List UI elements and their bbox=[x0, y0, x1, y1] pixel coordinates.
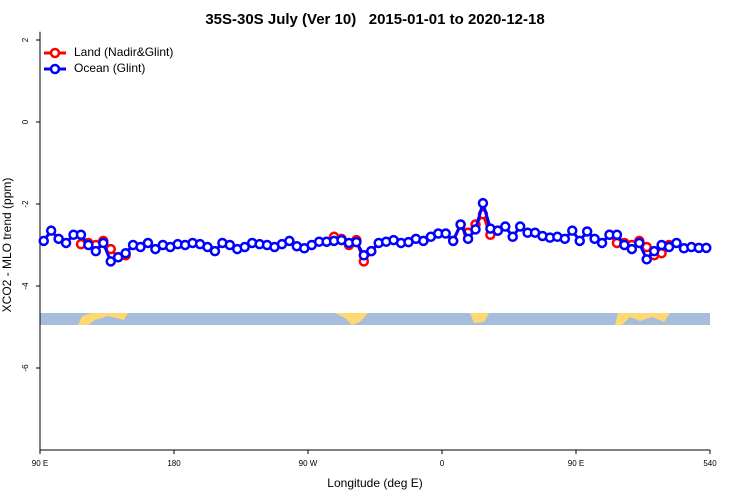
legend-marker bbox=[49, 47, 61, 59]
y-tick-label: -2 bbox=[21, 200, 30, 208]
continent bbox=[615, 313, 670, 325]
point bbox=[626, 243, 638, 255]
point bbox=[634, 237, 645, 249]
continent bbox=[335, 313, 368, 325]
point bbox=[567, 225, 578, 236]
point bbox=[500, 221, 511, 232]
legend-label: Ocean (Glint) bbox=[74, 61, 145, 75]
point bbox=[366, 245, 377, 257]
legend-marker bbox=[49, 63, 61, 75]
x-tick-label: 180 bbox=[167, 459, 181, 468]
y-tick-label: 2 bbox=[21, 37, 30, 42]
point bbox=[462, 233, 474, 245]
point bbox=[596, 237, 608, 249]
point bbox=[209, 245, 221, 257]
point bbox=[648, 245, 660, 257]
point bbox=[351, 236, 362, 248]
point bbox=[224, 239, 236, 251]
point bbox=[90, 245, 102, 257]
x-axis-label: Longitude (deg E) bbox=[327, 476, 422, 490]
point bbox=[611, 229, 623, 240]
y-axis-label: XCO2 - MLO trend (ppm) bbox=[0, 178, 14, 313]
point bbox=[514, 221, 526, 232]
continent bbox=[78, 313, 128, 325]
point bbox=[112, 252, 124, 263]
point bbox=[492, 225, 504, 236]
point bbox=[105, 256, 116, 267]
point bbox=[150, 243, 161, 255]
point bbox=[202, 241, 213, 253]
legend-label: Land (Nadir&Glint) bbox=[74, 45, 173, 59]
point bbox=[440, 228, 451, 239]
point bbox=[38, 235, 49, 247]
point bbox=[581, 226, 593, 237]
ocean-band bbox=[40, 313, 710, 325]
point bbox=[284, 235, 295, 247]
point bbox=[671, 237, 682, 249]
point bbox=[45, 225, 57, 236]
x-tick-label: 90 E bbox=[32, 459, 48, 468]
point bbox=[574, 235, 585, 247]
point bbox=[83, 239, 94, 251]
point bbox=[53, 233, 64, 245]
point bbox=[477, 197, 489, 209]
point bbox=[120, 247, 131, 259]
point bbox=[135, 241, 146, 253]
chart-title: 35S-30S July (Ver 10) 2015-01-01 to 2020… bbox=[205, 11, 544, 28]
point bbox=[701, 242, 712, 254]
point bbox=[418, 235, 429, 247]
point bbox=[455, 219, 466, 230]
point bbox=[663, 241, 675, 253]
point bbox=[589, 233, 600, 245]
y-tick-label: 0 bbox=[21, 119, 30, 124]
x-tick-label: 90 E bbox=[568, 459, 584, 468]
point bbox=[75, 229, 87, 240]
point bbox=[60, 237, 72, 249]
x-tick-label: 90 W bbox=[299, 459, 318, 468]
point bbox=[619, 239, 630, 251]
point bbox=[142, 237, 154, 249]
y-tick-label: -4 bbox=[21, 282, 30, 290]
point bbox=[239, 241, 250, 253]
point bbox=[507, 231, 518, 243]
x-tick-label: 0 bbox=[440, 459, 445, 468]
y-tick-label: -6 bbox=[21, 364, 30, 372]
point bbox=[447, 235, 459, 247]
point bbox=[98, 237, 109, 249]
point bbox=[559, 233, 571, 245]
point bbox=[358, 250, 370, 261]
continent bbox=[470, 313, 489, 323]
land-mask bbox=[40, 313, 710, 325]
x-tick-label: 540 bbox=[703, 459, 717, 468]
point bbox=[470, 224, 481, 235]
point bbox=[641, 254, 652, 265]
